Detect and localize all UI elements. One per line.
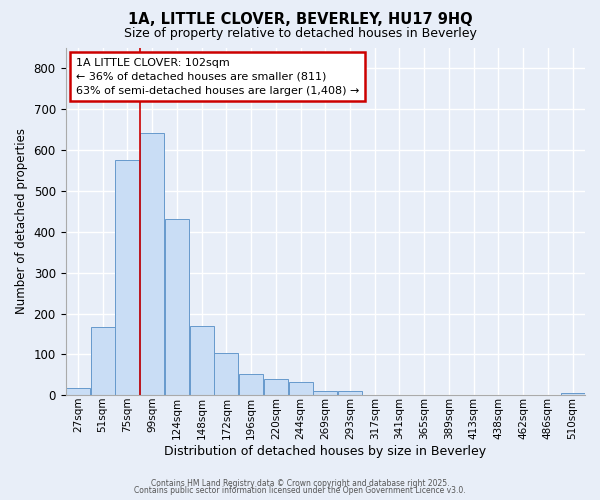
Text: 1A, LITTLE CLOVER, BEVERLEY, HU17 9HQ: 1A, LITTLE CLOVER, BEVERLEY, HU17 9HQ [128, 12, 472, 28]
Text: 1A LITTLE CLOVER: 102sqm
← 36% of detached houses are smaller (811)
63% of semi-: 1A LITTLE CLOVER: 102sqm ← 36% of detach… [76, 58, 359, 96]
Bar [313, 390, 337, 396]
Bar [560, 392, 584, 396]
Bar [214, 354, 238, 396]
X-axis label: Distribution of detached houses by size in Beverley: Distribution of detached houses by size … [164, 444, 487, 458]
Bar [165, 220, 189, 396]
Bar [115, 160, 139, 396]
Bar [66, 388, 90, 396]
Bar [289, 382, 313, 396]
Bar [239, 374, 263, 396]
Bar [338, 392, 362, 396]
Bar [91, 326, 115, 396]
Y-axis label: Number of detached properties: Number of detached properties [15, 128, 28, 314]
Text: Contains HM Land Registry data © Crown copyright and database right 2025.: Contains HM Land Registry data © Crown c… [151, 478, 449, 488]
Bar [190, 326, 214, 396]
Text: Contains public sector information licensed under the Open Government Licence v3: Contains public sector information licen… [134, 486, 466, 495]
Text: Size of property relative to detached houses in Beverley: Size of property relative to detached ho… [124, 28, 476, 40]
Bar [264, 379, 288, 396]
Bar [140, 132, 164, 396]
